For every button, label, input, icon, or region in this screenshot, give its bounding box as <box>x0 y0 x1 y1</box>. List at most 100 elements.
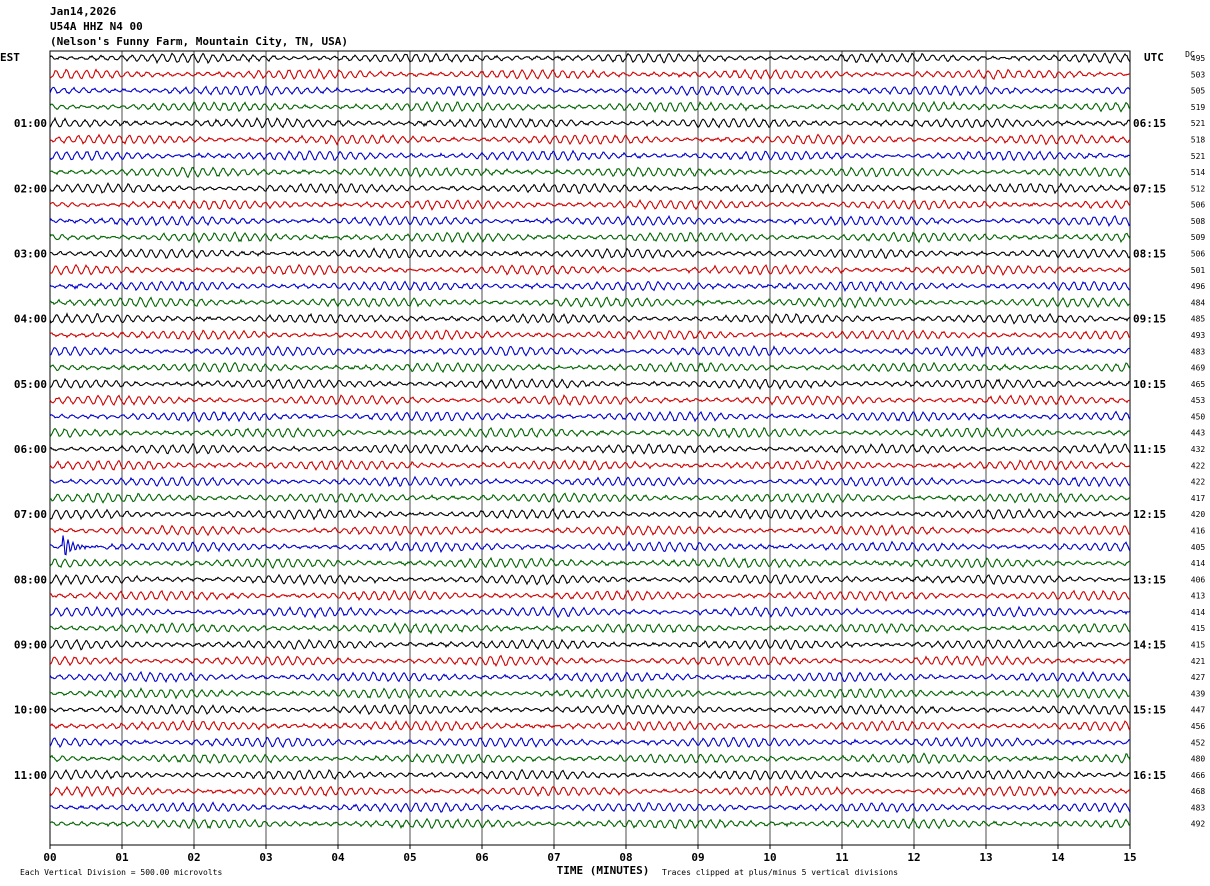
dc-offset-label: 414 <box>1191 608 1206 617</box>
left-time-label: 04:00 <box>14 313 47 326</box>
dc-offset-label: 483 <box>1191 803 1206 812</box>
trace-row <box>49 199 1131 211</box>
dc-offset-label: 450 <box>1191 412 1206 421</box>
trace-row <box>49 801 1131 814</box>
x-axis-title: TIME (MINUTES) <box>557 864 650 877</box>
x-tick-label: 07 <box>547 851 560 864</box>
trace-row <box>49 622 1131 635</box>
trace-row <box>49 280 1131 293</box>
dc-offset-label: 501 <box>1191 266 1206 275</box>
dc-offset-label: 406 <box>1191 575 1206 584</box>
dc-offset-label: 415 <box>1191 624 1206 633</box>
trace-row <box>49 817 1131 830</box>
trace-row <box>49 638 1131 651</box>
dc-offset-label: 521 <box>1191 152 1206 161</box>
left-time-label: 09:00 <box>14 639 47 652</box>
dc-offset-label: 439 <box>1191 689 1206 698</box>
x-tick-label: 04 <box>331 851 345 864</box>
trace-row <box>49 589 1131 602</box>
dc-offset-label: 443 <box>1191 429 1206 438</box>
x-tick-label: 02 <box>187 851 200 864</box>
trace-row <box>49 296 1131 309</box>
dc-offset-label: 505 <box>1191 87 1206 96</box>
right-timezone-label: UTC <box>1144 51 1164 64</box>
left-time-label: 11:00 <box>14 769 47 782</box>
left-time-label: 06:00 <box>14 443 47 456</box>
dc-offset-label: 485 <box>1191 315 1206 324</box>
dc-offset-label: 405 <box>1191 543 1206 552</box>
x-tick-label: 09 <box>691 851 704 864</box>
dc-offset-label: 506 <box>1191 250 1206 259</box>
left-time-label: 07:00 <box>14 508 47 521</box>
right-time-label: 08:15 <box>1133 248 1166 261</box>
dc-offset-label: 483 <box>1191 347 1206 356</box>
trace-row <box>49 247 1131 260</box>
trace-row <box>49 426 1131 439</box>
right-time-label: 07:15 <box>1133 182 1166 195</box>
dc-offset-label: 484 <box>1191 298 1206 307</box>
right-time-label: 09:15 <box>1133 313 1166 326</box>
right-time-label: 13:15 <box>1133 573 1166 586</box>
dc-offset-label: 480 <box>1191 755 1206 764</box>
dc-offset-label: 509 <box>1191 233 1206 242</box>
dc-offset-label: 519 <box>1191 103 1206 112</box>
trace-row <box>49 214 1131 228</box>
trace-row <box>49 687 1130 700</box>
dc-offset-label: 466 <box>1191 771 1206 780</box>
trace-row <box>49 263 1131 276</box>
trace-row <box>49 116 1131 129</box>
trace-row <box>49 231 1131 244</box>
dc-offset-label: 521 <box>1191 119 1206 128</box>
trace-row <box>49 752 1131 765</box>
x-tick-label: 05 <box>403 851 416 864</box>
x-tick-label: 03 <box>259 851 272 864</box>
x-tick-label: 08 <box>619 851 632 864</box>
dc-offset-label: 456 <box>1191 722 1206 731</box>
dc-offset-label: 514 <box>1191 168 1206 177</box>
x-tick-label: 14 <box>1051 851 1065 864</box>
dc-offset-label: 413 <box>1191 592 1206 601</box>
trace-row <box>49 573 1131 587</box>
trace-row <box>49 100 1131 113</box>
right-time-label: 16:15 <box>1133 769 1166 782</box>
dc-offset-label: 427 <box>1191 673 1206 682</box>
dc-offset-label: 422 <box>1191 461 1206 470</box>
trace-row <box>49 329 1131 341</box>
trace-row <box>49 312 1131 325</box>
dc-offset-label: 417 <box>1191 494 1206 503</box>
trace-row <box>49 475 1131 488</box>
trace-row <box>49 345 1131 358</box>
trace-row <box>49 605 1131 619</box>
clip-note: Traces clipped at plus/minus 5 vertical … <box>662 868 898 877</box>
dc-offset-label: 415 <box>1191 641 1206 650</box>
dc-offset-label: 495 <box>1191 54 1206 63</box>
x-tick-label: 15 <box>1123 851 1136 864</box>
x-tick-label: 12 <box>907 851 920 864</box>
trace-row <box>49 52 1131 65</box>
dc-offset-label: 469 <box>1191 364 1206 373</box>
trace-row <box>50 768 1131 781</box>
trace-row <box>49 524 1131 537</box>
station-label: U54A HHZ N4 00 <box>50 20 143 33</box>
location-label: (Nelson's Funny Farm, Mountain City, TN,… <box>50 35 349 48</box>
dc-offset-label: 512 <box>1191 184 1206 193</box>
dc-offset-label: 496 <box>1191 282 1206 291</box>
trace-row <box>49 703 1131 716</box>
dc-offset-label: 416 <box>1191 526 1206 535</box>
right-time-label: 10:15 <box>1133 378 1166 391</box>
trace-row <box>49 182 1131 195</box>
dc-header-label: DC <box>1185 50 1195 59</box>
right-time-label: 06:15 <box>1133 117 1166 130</box>
trace-row <box>49 67 1131 81</box>
x-tick-label: 11 <box>835 851 849 864</box>
right-time-label: 12:15 <box>1133 508 1166 521</box>
right-time-label: 15:15 <box>1133 704 1166 717</box>
trace-row <box>49 556 1131 569</box>
left-time-label: 05:00 <box>14 378 47 391</box>
dc-offset-label: 447 <box>1191 706 1206 715</box>
dc-offset-label: 452 <box>1191 738 1206 747</box>
dc-offset-label: 518 <box>1191 135 1206 144</box>
left-time-label: 03:00 <box>14 248 47 261</box>
trace-row <box>49 377 1131 390</box>
